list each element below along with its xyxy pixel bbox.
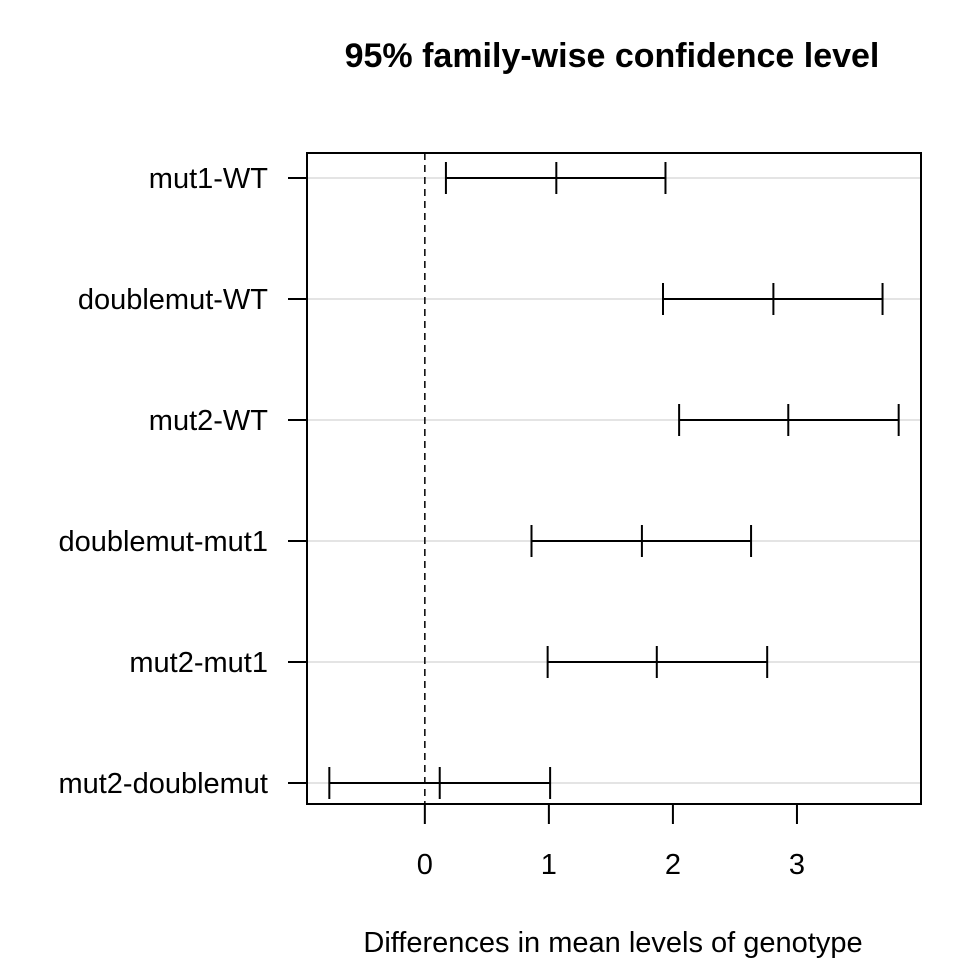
confidence-interval [546, 646, 769, 678]
x-tick-label: 2 [665, 849, 681, 881]
y-tick-label: doublemut-WT [78, 284, 268, 316]
plot-frame [306, 152, 922, 805]
y-tick-label: doublemut-mut1 [58, 526, 268, 558]
x-axis: 0 1 2 3 [417, 804, 805, 881]
interval-layer [328, 162, 900, 799]
confidence-interval [530, 525, 753, 557]
y-axis: mut1-WT doublemut-WT mut2-WT doublemut-mut1… [58, 163, 307, 800]
confidence-interval [661, 283, 884, 315]
x-tick-label: 0 [417, 849, 433, 881]
confidence-interval [444, 162, 667, 194]
y-tick-label: mut1-WT [149, 163, 269, 195]
y-tick-label: mut2-mut1 [129, 647, 268, 679]
confidence-interval [678, 404, 900, 436]
x-tick-label: 1 [541, 849, 557, 881]
confidence-interval [328, 767, 552, 799]
grid-layer [307, 177, 921, 784]
y-tick-label: mut2-WT [149, 405, 269, 437]
chart-title: 95% family-wise confidence level [345, 37, 880, 75]
y-tick-label: mut2-doublemut [58, 768, 268, 800]
x-axis-label: Differences in mean levels of genotype [363, 927, 862, 959]
x-tick-label: 3 [789, 849, 805, 881]
